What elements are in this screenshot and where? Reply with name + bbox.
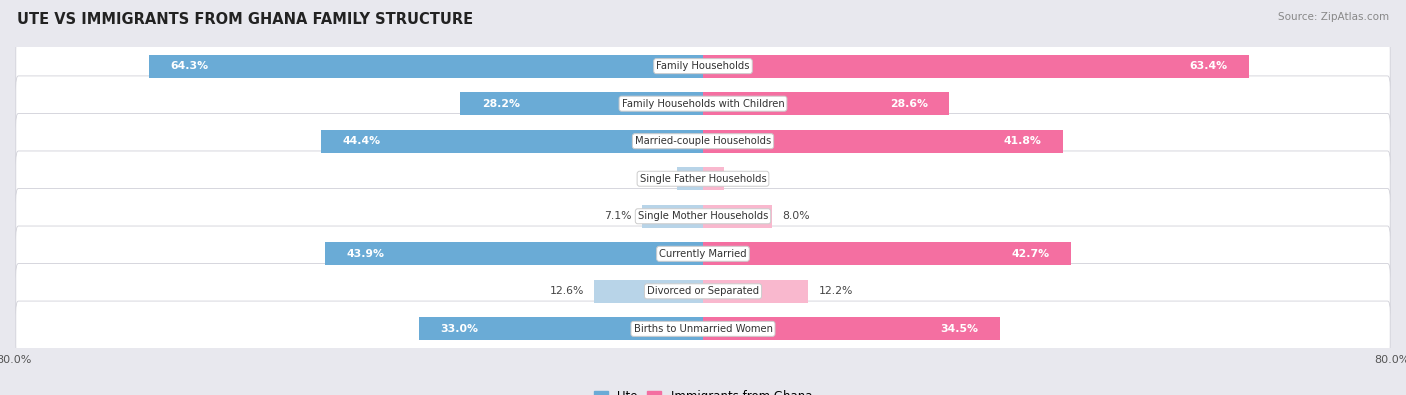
Bar <box>703 317 1000 340</box>
FancyBboxPatch shape <box>15 113 1391 169</box>
Text: 8.0%: 8.0% <box>782 211 810 221</box>
Bar <box>703 167 724 190</box>
Text: 2.4%: 2.4% <box>734 174 762 184</box>
Text: Family Households: Family Households <box>657 61 749 71</box>
Legend: Ute, Immigrants from Ghana: Ute, Immigrants from Ghana <box>589 385 817 395</box>
Text: 7.1%: 7.1% <box>605 211 631 221</box>
Bar <box>678 167 703 190</box>
Text: Single Father Households: Single Father Households <box>640 174 766 184</box>
Bar <box>325 242 703 265</box>
Text: 12.6%: 12.6% <box>550 286 583 296</box>
Text: Single Mother Households: Single Mother Households <box>638 211 768 221</box>
Text: Source: ZipAtlas.com: Source: ZipAtlas.com <box>1278 12 1389 22</box>
Text: 28.2%: 28.2% <box>482 99 520 109</box>
FancyBboxPatch shape <box>15 76 1391 132</box>
FancyBboxPatch shape <box>15 188 1391 244</box>
Text: UTE VS IMMIGRANTS FROM GHANA FAMILY STRUCTURE: UTE VS IMMIGRANTS FROM GHANA FAMILY STRU… <box>17 12 472 27</box>
Text: Births to Unmarried Women: Births to Unmarried Women <box>634 324 772 334</box>
Text: 43.9%: 43.9% <box>346 249 384 259</box>
Bar <box>703 130 1063 153</box>
FancyBboxPatch shape <box>15 226 1391 282</box>
Text: Divorced or Separated: Divorced or Separated <box>647 286 759 296</box>
Text: Family Households with Children: Family Households with Children <box>621 99 785 109</box>
Text: 64.3%: 64.3% <box>170 61 209 71</box>
Bar <box>321 130 703 153</box>
Bar <box>595 280 703 303</box>
Bar <box>460 92 703 115</box>
Bar <box>149 55 703 78</box>
Text: 44.4%: 44.4% <box>342 136 380 146</box>
Text: 41.8%: 41.8% <box>1004 136 1042 146</box>
Bar <box>703 55 1249 78</box>
Text: 34.5%: 34.5% <box>941 324 979 334</box>
FancyBboxPatch shape <box>15 263 1391 319</box>
Bar <box>703 242 1071 265</box>
Bar <box>419 317 703 340</box>
Bar <box>703 205 772 228</box>
Text: 12.2%: 12.2% <box>818 286 853 296</box>
Text: 42.7%: 42.7% <box>1011 249 1049 259</box>
FancyBboxPatch shape <box>15 38 1391 94</box>
Text: 63.4%: 63.4% <box>1189 61 1227 71</box>
Bar <box>703 280 808 303</box>
Text: Currently Married: Currently Married <box>659 249 747 259</box>
Text: 33.0%: 33.0% <box>440 324 478 334</box>
Text: Married-couple Households: Married-couple Households <box>636 136 770 146</box>
FancyBboxPatch shape <box>15 301 1391 357</box>
Text: 3.0%: 3.0% <box>640 174 666 184</box>
Text: 28.6%: 28.6% <box>890 99 928 109</box>
Bar <box>643 205 703 228</box>
FancyBboxPatch shape <box>15 151 1391 207</box>
Bar <box>703 92 949 115</box>
